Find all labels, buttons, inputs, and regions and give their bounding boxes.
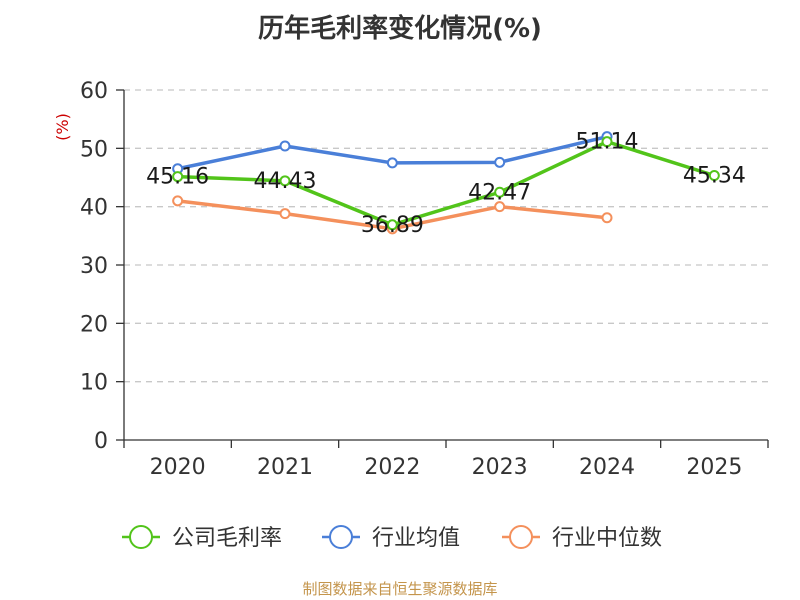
- data-point-1-2021: [279, 140, 291, 152]
- source-note: 制图数据来自恒生聚源数据库: [302, 580, 498, 598]
- data-point-1-2023: [494, 156, 506, 168]
- legend-marker-2: [509, 525, 533, 549]
- y-tick-label-40: 40: [80, 196, 108, 221]
- data-point-2-2020: [172, 195, 184, 207]
- data-point-0-2023: [494, 186, 506, 198]
- x-tick-label-2020: 2020: [150, 455, 206, 480]
- data-label-2024: 51.14: [576, 130, 639, 155]
- legend-marker-1: [329, 525, 353, 549]
- y-axis-label: (%): [53, 113, 72, 141]
- data-label-2025: 45.34: [683, 164, 746, 189]
- x-tick-label-2025: 2025: [686, 455, 742, 480]
- axes: 0 10 20 30 40 50 60 2020 2021 2022 2023 2024 2025 (%): [53, 79, 769, 480]
- y-tick-label-50: 50: [80, 137, 108, 162]
- legend: 公司毛利率 行业均值 行业中位数: [122, 525, 662, 551]
- data-point-1-2022: [386, 157, 398, 169]
- data-point-2-2023: [494, 201, 506, 213]
- x-tick-label-2022: 2022: [364, 455, 420, 480]
- data-point-0-2024: [601, 136, 613, 148]
- y-tick-label-30: 30: [80, 254, 108, 279]
- legend-label-1: 行业均值: [372, 526, 460, 551]
- y-tick-label-10: 10: [80, 371, 108, 396]
- data-label-2023: 42.47: [468, 180, 531, 205]
- data-label-2021: 44.43: [254, 169, 317, 194]
- x-tick-label-2021: 2021: [257, 455, 313, 480]
- legend-marker-0: [129, 525, 153, 549]
- data-point-2-2021: [279, 208, 291, 220]
- data-label-2022: 36.89: [361, 213, 424, 238]
- data-labels: 45.16 44.43 36.89 42.47 51.14 45.34: [146, 130, 746, 238]
- x-tick-label-2023: 2023: [472, 455, 528, 480]
- series-line-0: [177, 139, 715, 227]
- y-tick-label-60: 60: [80, 79, 108, 104]
- data-point-0-2021: [279, 175, 291, 187]
- y-tick-label-0: 0: [94, 429, 108, 454]
- grid-lines: [124, 89, 768, 383]
- data-point-0-2025: [708, 170, 720, 182]
- data-label-2020: 45.16: [146, 165, 209, 190]
- x-tick-label-2024: 2024: [579, 455, 635, 480]
- series-lines: [172, 131, 720, 235]
- legend-label-2: 行业中位数: [552, 526, 662, 551]
- data-point-0-2022: [386, 219, 398, 231]
- legend-label-0: 公司毛利率: [172, 526, 282, 551]
- y-tick-label-20: 20: [80, 312, 108, 337]
- data-point-0-2020: [172, 171, 184, 183]
- data-point-2-2024: [601, 212, 613, 224]
- chart-title: 历年毛利率变化情况(%): [258, 14, 542, 44]
